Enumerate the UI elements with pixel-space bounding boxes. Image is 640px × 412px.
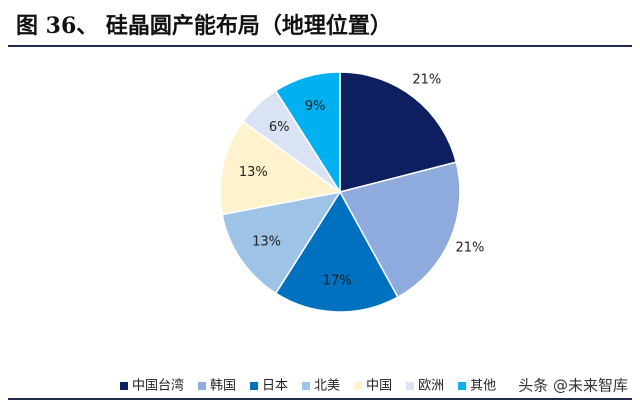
legend-swatch (458, 382, 467, 390)
legend-swatch (406, 382, 415, 390)
slice-label: 13% (239, 165, 268, 180)
legend-label: 韩国 (210, 379, 236, 394)
legend-swatch (302, 382, 311, 390)
pie-slice (338, 161, 461, 299)
slice-label: 17% (323, 273, 352, 288)
pie-slice (274, 71, 341, 195)
slice-label: 6% (269, 120, 290, 135)
slice-label: 21% (412, 73, 441, 88)
watermark: 头条 @未来智库 (518, 377, 628, 395)
legend-swatch (198, 382, 207, 390)
legend-swatch (120, 382, 128, 390)
legend-label: 其他 (470, 379, 496, 394)
chart-title: 图 36、 硅晶圆产能布局（地理位置） (16, 13, 392, 39)
pie-slice (339, 71, 458, 193)
pie-slice (274, 190, 399, 313)
legend-label: 日本 (262, 379, 288, 394)
legend-swatch (250, 382, 259, 390)
pie-slice (219, 120, 342, 216)
legend-label: 中国台湾 (132, 378, 184, 394)
slice-label: 21% (456, 241, 485, 256)
legend-label: 欧洲 (418, 379, 444, 394)
slice-label: 9% (305, 99, 326, 114)
pie-slice (221, 190, 342, 295)
legend-label: 北美 (314, 379, 340, 394)
legend-swatch (354, 382, 363, 390)
legend-label: 中国 (366, 379, 392, 394)
slice-label: 13% (252, 234, 281, 249)
